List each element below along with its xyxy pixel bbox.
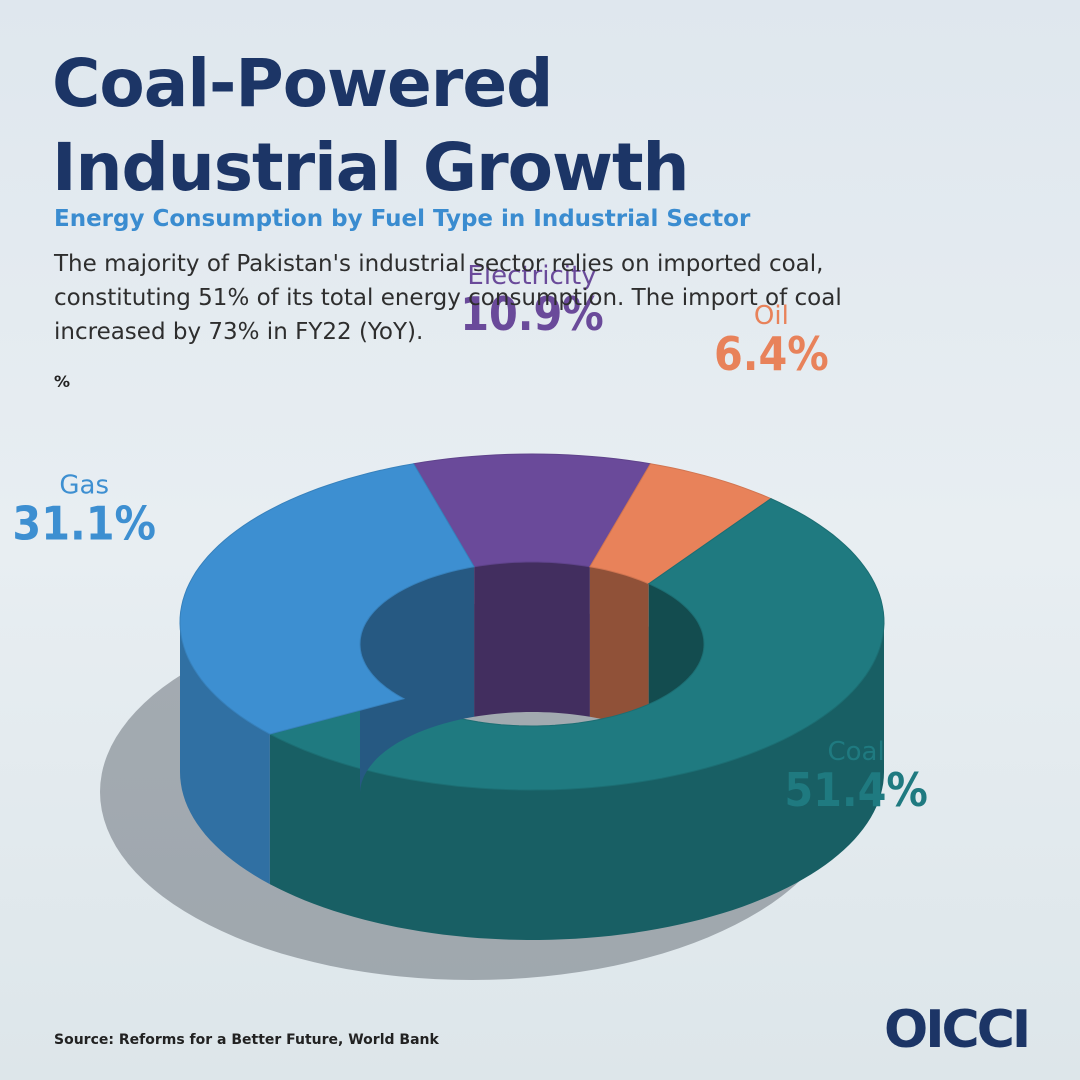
slice-inner-wall [360,566,475,794]
slice-outer-wall [180,622,270,885]
slice-top [179,463,475,735]
slice-inner-wall [589,566,649,734]
chart-title: Coal-Powered Industrial Growth [52,45,690,206]
slice [179,463,475,885]
category-label: Electricity [467,261,596,291]
chart-description: The majority of Pakistan's industrial se… [54,251,842,345]
value-label: 10.9% [460,287,604,341]
value-label: 51.4% [784,763,928,817]
value-label: 31.1% [12,497,156,551]
category-label: Oil [754,301,789,331]
slice [589,463,772,734]
value-label: 6.4% [714,327,829,381]
slice-outer-wall [269,622,884,940]
source: Source: Reforms for a Better Future, Wor… [54,1032,439,1048]
slice [412,453,652,717]
unit-label: % [54,372,71,391]
category-label: Coal [827,737,884,767]
chart-subtitle: Energy Consumption by Fuel Type in Indus… [54,206,751,232]
logo: OICCI [884,1000,1031,1060]
slice-inner-wall [474,562,590,717]
category-label: Gas [59,471,109,501]
